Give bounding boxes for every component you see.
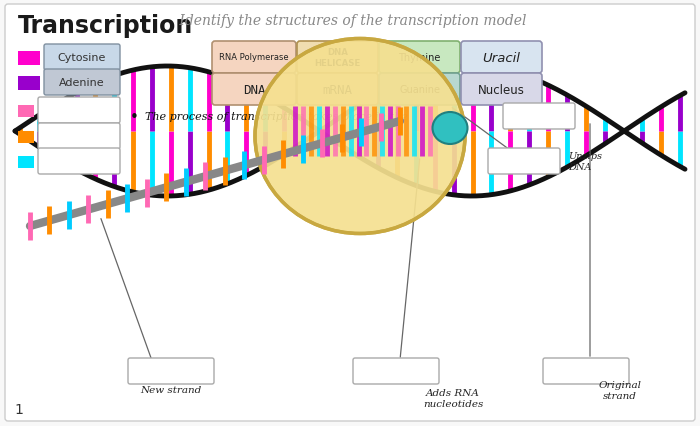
FancyBboxPatch shape <box>38 98 120 124</box>
Text: mRNA: mRNA <box>323 83 353 96</box>
Text: Cytosine: Cytosine <box>58 53 106 63</box>
Text: New strand: New strand <box>141 386 202 394</box>
Text: Unzips
DNA: Unzips DNA <box>568 152 602 171</box>
Text: Adenine: Adenine <box>60 78 105 88</box>
Text: •: • <box>130 109 139 124</box>
FancyBboxPatch shape <box>503 104 575 130</box>
Text: Transcription: Transcription <box>18 14 193 38</box>
FancyBboxPatch shape <box>297 74 378 106</box>
FancyBboxPatch shape <box>18 77 40 91</box>
FancyBboxPatch shape <box>379 74 460 106</box>
FancyBboxPatch shape <box>44 45 120 71</box>
Text: DNA
HELICASE: DNA HELICASE <box>314 48 360 68</box>
Ellipse shape <box>433 113 468 145</box>
FancyBboxPatch shape <box>44 70 120 96</box>
Text: Adds RNA
nucleotides: Adds RNA nucleotides <box>423 389 483 408</box>
FancyBboxPatch shape <box>543 358 629 384</box>
Text: DNA: DNA <box>243 83 265 96</box>
FancyBboxPatch shape <box>461 74 542 106</box>
FancyBboxPatch shape <box>5 5 695 421</box>
Ellipse shape <box>255 40 465 234</box>
FancyBboxPatch shape <box>18 106 34 118</box>
FancyBboxPatch shape <box>18 132 34 144</box>
FancyBboxPatch shape <box>212 74 296 106</box>
FancyBboxPatch shape <box>353 358 439 384</box>
FancyBboxPatch shape <box>128 358 214 384</box>
Text: Uracil: Uracil <box>482 52 520 64</box>
Text: RNA Polymerase: RNA Polymerase <box>219 53 289 62</box>
FancyBboxPatch shape <box>38 124 120 150</box>
FancyBboxPatch shape <box>461 42 542 74</box>
FancyBboxPatch shape <box>38 149 120 175</box>
FancyBboxPatch shape <box>379 42 460 74</box>
FancyBboxPatch shape <box>488 149 560 175</box>
FancyBboxPatch shape <box>297 42 378 74</box>
Text: Guanine: Guanine <box>399 85 440 95</box>
FancyBboxPatch shape <box>212 42 296 74</box>
FancyBboxPatch shape <box>18 52 40 66</box>
Text: Identify the structures of the transcription model: Identify the structures of the transcrip… <box>175 14 526 28</box>
Text: Thymine: Thymine <box>398 53 441 63</box>
FancyBboxPatch shape <box>18 157 34 169</box>
Text: Nucleus: Nucleus <box>478 83 525 96</box>
Text: 1: 1 <box>14 402 23 416</box>
Text: The process of transcription takes place in the: The process of transcription takes place… <box>145 112 408 122</box>
Text: Original
strand: Original strand <box>598 380 641 400</box>
